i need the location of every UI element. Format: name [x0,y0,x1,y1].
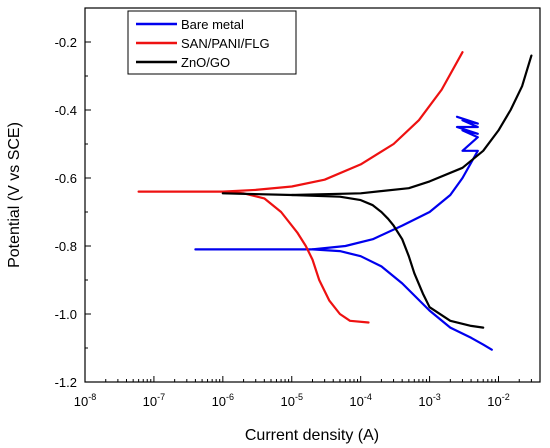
series-line-2 [137,190,370,324]
y-tick-label: -0.8 [55,239,77,254]
series-line-3 [221,51,464,193]
x-tick-label: 10-3 [418,392,440,409]
series-line-5 [290,54,533,197]
x-tick-label: 10-6 [212,392,234,409]
legend: Bare metal SAN/PANI/FLG ZnO/GO [127,10,297,75]
y-axis-title: Potential (V vs SCE) [6,122,23,268]
x-tick-label: 10-7 [143,392,165,409]
ticks-layer: 10-8 10-7 10-6 10-5 10-4 10-3 10-2 -0.2 -0.4 -0.6… [55,7,541,409]
series-line-0 [194,248,493,351]
y-tick-label: -1.2 [55,375,77,390]
x-axis-title: Current density (A) [245,427,379,444]
curves-layer [137,51,533,351]
x-tick-label: 10-4 [349,392,371,409]
legend-label: SAN/PANI/FLG [181,36,270,51]
legend-label: Bare metal [181,17,244,32]
x-tick-label: 10-5 [281,392,303,409]
legend-label: ZnO/GO [181,55,230,70]
x-tick-label: 10-8 [74,392,96,409]
series-line-4 [221,192,485,329]
y-tick-label: -0.2 [55,35,77,50]
series-line-1 [311,115,479,251]
y-tick-label: -0.4 [55,103,77,118]
y-tick-label: -0.6 [55,171,77,186]
y-tick-label: -1.0 [55,307,77,322]
x-tick-label: 10-2 [487,392,509,409]
